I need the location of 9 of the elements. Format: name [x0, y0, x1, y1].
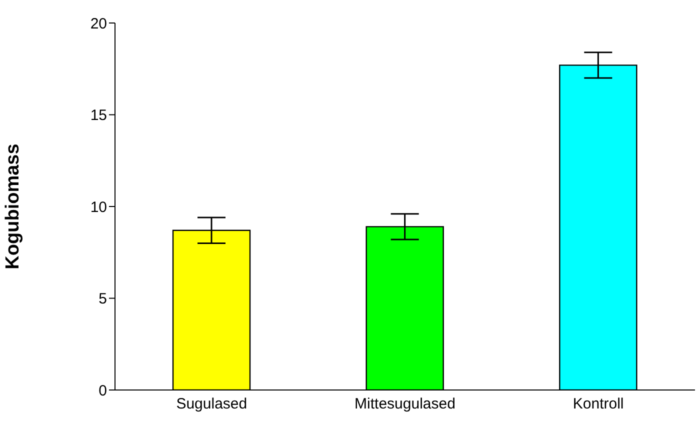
y-tick-label: 5 — [98, 290, 107, 308]
y-tick-label: 15 — [90, 107, 107, 124]
x-tick-label: Sugulased — [176, 396, 248, 413]
y-tick-label: 0 — [98, 382, 107, 400]
x-tick-label: Kontroll — [572, 396, 624, 413]
y-tick-label: 10 — [90, 198, 107, 216]
y-axis-title: Kogubiomass — [2, 144, 24, 270]
y-tick-label: 20 — [90, 15, 107, 32]
x-tick-label: Mittesugulased — [354, 396, 456, 413]
